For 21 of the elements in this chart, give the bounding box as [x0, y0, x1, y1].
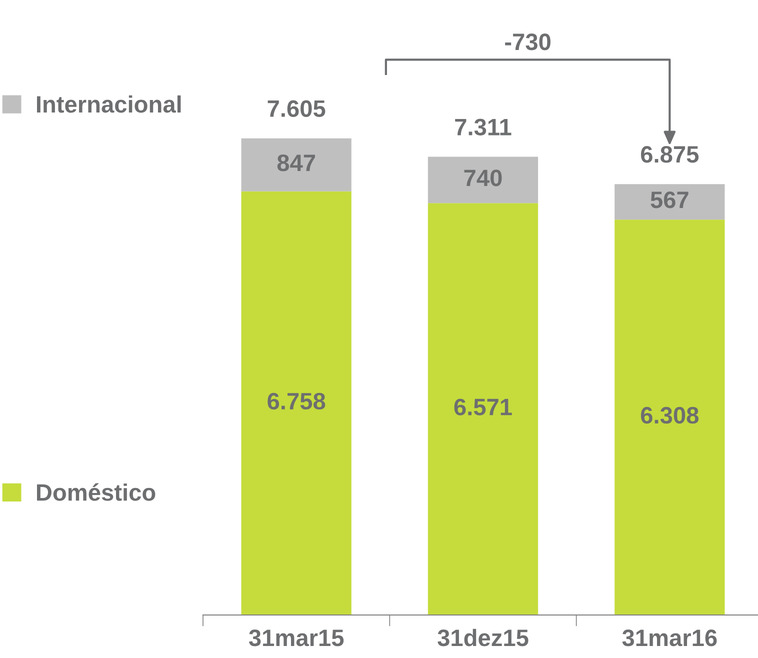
data-label: 567: [650, 191, 688, 208]
bar: [428, 203, 538, 615]
data-label: 6.308: [640, 406, 698, 424]
bar: [241, 138, 352, 192]
bar: [241, 191, 352, 615]
data-label: 740: [464, 170, 502, 186]
total-label: 7.311: [455, 118, 512, 136]
legend-label: Doméstico: [37, 483, 156, 501]
data-label: 6.571: [454, 398, 512, 416]
total-label: 6.875: [640, 146, 699, 163]
text: -730: [505, 34, 550, 50]
x-tick-label: 31mar16: [622, 630, 717, 646]
legend-label: Internacional: [37, 95, 181, 113]
data-label: 6.758: [268, 392, 326, 410]
x-tick-label: 31mar15: [248, 630, 344, 646]
bar: [614, 184, 725, 220]
bar: [614, 220, 725, 615]
x-tick-label: 31dez15: [438, 628, 528, 646]
data-label: 847: [277, 154, 315, 172]
total-label: 7.605: [268, 100, 326, 117]
bar: [428, 156, 538, 204]
